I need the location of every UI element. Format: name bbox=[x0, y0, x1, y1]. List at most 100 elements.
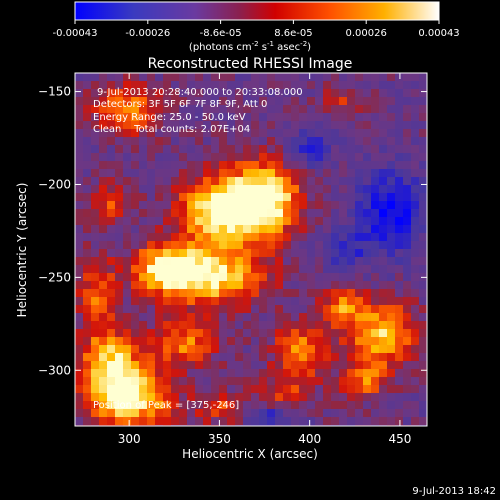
heatmap-cell bbox=[75, 281, 84, 290]
heatmap-cell bbox=[339, 281, 348, 290]
heatmap-cell bbox=[179, 385, 188, 394]
heatmap-cell bbox=[195, 161, 204, 170]
heatmap-cell bbox=[299, 329, 308, 338]
heatmap-cell bbox=[123, 345, 132, 354]
heatmap-cell bbox=[323, 369, 332, 378]
heatmap-cell bbox=[91, 353, 100, 362]
heatmap-cell bbox=[83, 185, 92, 194]
heatmap-cell bbox=[227, 113, 236, 122]
heatmap-cell bbox=[179, 161, 188, 170]
heatmap-cell bbox=[307, 369, 316, 378]
heatmap-cell bbox=[347, 129, 356, 138]
heatmap-cell bbox=[315, 161, 324, 170]
heatmap-cell bbox=[235, 233, 244, 242]
heatmap-cell bbox=[203, 161, 212, 170]
heatmap-cell bbox=[371, 145, 380, 154]
heatmap-cell bbox=[411, 89, 420, 98]
heatmap-cell bbox=[283, 329, 292, 338]
heatmap-cell bbox=[267, 321, 276, 330]
heatmap-cell bbox=[259, 353, 268, 362]
heatmap-cell bbox=[251, 105, 260, 114]
heatmap-cell bbox=[339, 153, 348, 162]
heatmap-cell bbox=[283, 201, 292, 210]
heatmap-cell bbox=[403, 97, 412, 106]
heatmap-cell bbox=[331, 89, 340, 98]
heatmap-cell bbox=[179, 193, 188, 202]
heatmap-cell bbox=[91, 185, 100, 194]
heatmap-cell bbox=[147, 97, 156, 106]
heatmap-cell bbox=[307, 209, 316, 218]
heatmap-cell bbox=[107, 209, 116, 218]
heatmap-cell bbox=[211, 281, 220, 290]
heatmap-cell bbox=[235, 201, 244, 210]
heatmap-cell bbox=[219, 81, 228, 90]
heatmap-cell bbox=[411, 305, 420, 314]
heatmap-cell bbox=[323, 305, 332, 314]
heatmap-cell bbox=[323, 81, 332, 90]
heatmap-cell bbox=[355, 73, 364, 82]
heatmap-cell bbox=[347, 361, 356, 370]
heatmap-cell bbox=[403, 297, 412, 306]
heatmap-cell bbox=[331, 417, 340, 426]
heatmap-cell bbox=[395, 217, 404, 226]
heatmap-cell bbox=[243, 281, 252, 290]
heatmap-cell bbox=[315, 305, 324, 314]
heatmap-cell bbox=[251, 185, 260, 194]
heatmap-cell bbox=[355, 353, 364, 362]
heatmap-cell bbox=[211, 73, 220, 82]
heatmap-cell bbox=[187, 233, 196, 242]
heatmap-cell bbox=[307, 289, 316, 298]
heatmap-cell bbox=[411, 249, 420, 258]
heatmap-cell bbox=[195, 113, 204, 122]
heatmap-cell bbox=[147, 385, 156, 394]
heatmap-cell bbox=[123, 137, 132, 146]
heatmap-cell bbox=[395, 225, 404, 234]
heatmap-cell bbox=[139, 177, 148, 186]
heatmap-cell bbox=[123, 369, 132, 378]
heatmap-cell bbox=[123, 305, 132, 314]
heatmap-cell bbox=[395, 201, 404, 210]
heatmap-cell bbox=[227, 297, 236, 306]
heatmap-cell bbox=[387, 353, 396, 362]
heatmap-cell bbox=[339, 241, 348, 250]
heatmap-cell bbox=[147, 129, 156, 138]
heatmap-cell bbox=[219, 353, 228, 362]
heatmap-cell bbox=[75, 185, 84, 194]
heatmap-cell bbox=[195, 193, 204, 202]
heatmap-cell bbox=[115, 81, 124, 90]
heatmap-cell bbox=[275, 377, 284, 386]
heatmap-cell bbox=[123, 209, 132, 218]
heatmap-cell bbox=[147, 113, 156, 122]
heatmap-cell bbox=[275, 401, 284, 410]
heatmap-cell bbox=[139, 265, 148, 274]
heatmap-cell bbox=[275, 225, 284, 234]
heatmap-cell bbox=[331, 137, 340, 146]
heatmap-cell bbox=[187, 393, 196, 402]
heatmap-cell bbox=[139, 201, 148, 210]
heatmap-cell bbox=[131, 137, 140, 146]
heatmap-cell bbox=[115, 345, 124, 354]
heatmap-cell bbox=[235, 177, 244, 186]
heatmap-cell bbox=[283, 281, 292, 290]
heatmap-cell bbox=[339, 145, 348, 154]
heatmap-cell bbox=[131, 401, 140, 410]
x-axis-ticks: 300 350 400 450 bbox=[118, 73, 411, 446]
heatmap-cell bbox=[307, 185, 316, 194]
heatmap-cell bbox=[307, 153, 316, 162]
heatmap-cell bbox=[395, 257, 404, 266]
heatmap-cell bbox=[83, 361, 92, 370]
heatmap-cell bbox=[307, 241, 316, 250]
heatmap-cell bbox=[83, 113, 92, 122]
heatmap-cell bbox=[419, 193, 427, 202]
heatmap-cell bbox=[291, 137, 300, 146]
heatmap-cell bbox=[179, 137, 188, 146]
heatmap-cell bbox=[275, 217, 284, 226]
heatmap-cell bbox=[155, 137, 164, 146]
heatmap-cell bbox=[291, 321, 300, 330]
heatmap-cell bbox=[299, 233, 308, 242]
heatmap-cell bbox=[211, 385, 220, 394]
heatmap-cell bbox=[211, 361, 220, 370]
heatmap-cell bbox=[139, 249, 148, 258]
heatmap-cell bbox=[395, 329, 404, 338]
heatmap-cell bbox=[323, 281, 332, 290]
